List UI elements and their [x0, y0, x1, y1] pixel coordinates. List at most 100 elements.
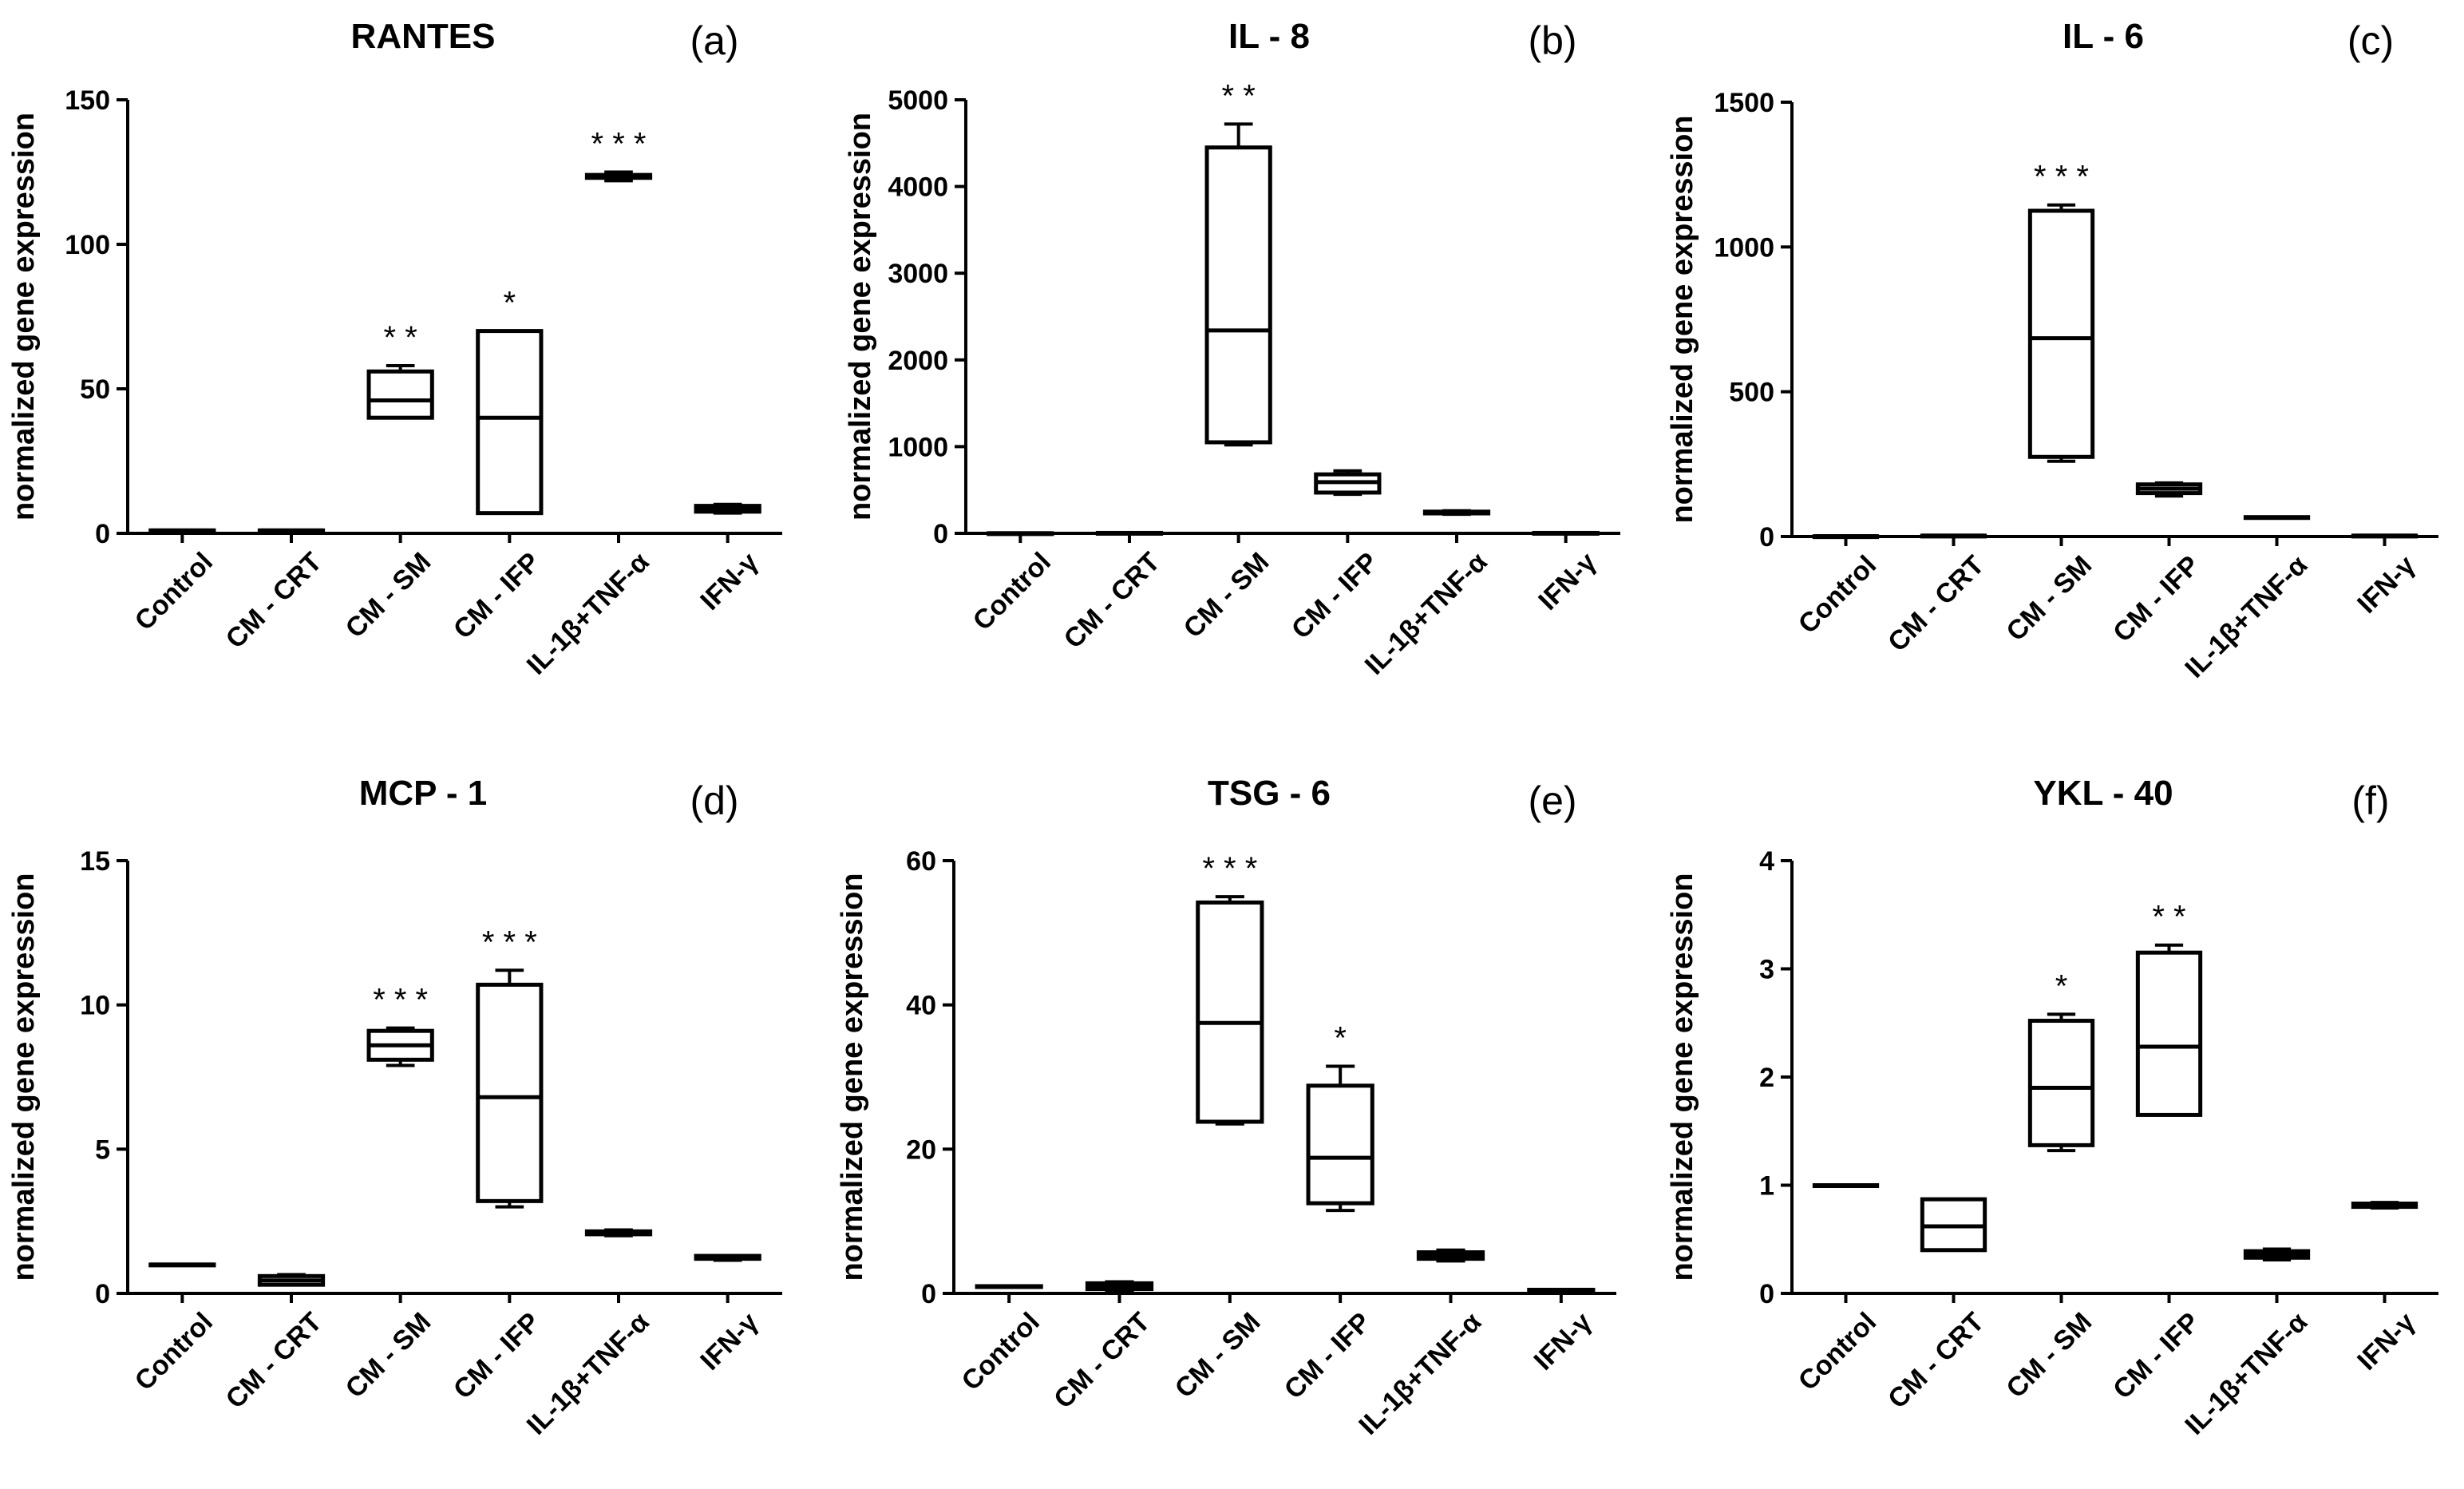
box-3 — [366, 1026, 434, 1067]
significance-marker: * * — [1222, 78, 1256, 113]
x-tick-label: Control — [129, 547, 219, 636]
box-iqr — [2135, 950, 2203, 1117]
y-tick-label: 2 — [1759, 1063, 1774, 1093]
x-tick-label: CM - SM — [1178, 547, 1276, 644]
box-5 — [1416, 1248, 1485, 1263]
x-tick-label: Control — [129, 1307, 219, 1396]
y-tick-label: 3 — [1759, 955, 1774, 985]
panel-label: (a) — [690, 18, 738, 63]
significance-marker: * * — [2152, 900, 2185, 935]
significance-marker: * * * — [482, 925, 537, 960]
x-tick-label: CM - CRT — [220, 547, 328, 655]
chart-title: IL - 8 — [1228, 17, 1310, 56]
box-iqr — [2027, 208, 2095, 459]
y-tick-label: 0 — [933, 519, 948, 549]
box-2 — [257, 1273, 326, 1287]
x-tick-label: CM - SM — [2000, 550, 2098, 647]
y-tick-label: 5000 — [888, 85, 948, 116]
box-6 — [2351, 1201, 2419, 1210]
y-tick-label: 150 — [65, 85, 110, 116]
significance-marker: * — [2055, 968, 2068, 1004]
y-tick-label: 2000 — [888, 346, 948, 376]
chart-panel-3: IL - 6 (c) normalized gene expression 0 500 1… — [1666, 17, 2438, 684]
x-tick-label: CM - SM — [340, 547, 437, 644]
y-tick-label: 1 — [1759, 1171, 1774, 1202]
box-4 — [2135, 943, 2203, 1117]
box-iqr — [476, 982, 544, 1203]
x-tick-label: CM - IFP — [1279, 1307, 1377, 1405]
box-5 — [1422, 509, 1491, 517]
x-tick-label: IFN-γ — [694, 547, 764, 616]
y-tick-label: 15 — [80, 846, 110, 877]
y-tick-label: 0 — [95, 519, 110, 549]
x-tick-label: Control — [955, 1307, 1045, 1396]
y-tick-label: 0 — [921, 1279, 936, 1309]
x-tick-label: Control — [967, 547, 1057, 636]
chart-panel-1: RANTES (a) normalized gene expression 0 50 10… — [7, 17, 782, 681]
y-tick-label: 1000 — [888, 432, 948, 462]
x-tick-label: IFN-γ — [694, 1307, 764, 1376]
significance-marker: * — [1334, 1020, 1347, 1055]
x-tick-label: Control — [1793, 1307, 1882, 1396]
y-tick-label: 20 — [906, 1135, 936, 1165]
y-tick-label: 3000 — [888, 259, 948, 289]
x-tick-label: CM - SM — [2000, 1307, 2098, 1404]
box-6 — [2351, 533, 2419, 539]
x-tick-label: Control — [1793, 550, 1882, 640]
x-tick-label: CM - IFP — [1286, 547, 1384, 645]
box-2 — [1085, 1280, 1154, 1293]
y-tick-label: 5 — [95, 1135, 110, 1165]
y-tick-label: 1500 — [1714, 88, 1774, 118]
box-iqr — [1196, 900, 1264, 1124]
y-tick-label: 0 — [1759, 522, 1774, 552]
significance-marker: * * * — [373, 983, 428, 1018]
box-3 — [1204, 122, 1272, 447]
box-5 — [584, 1228, 653, 1238]
significance-marker: * * * — [2034, 160, 2089, 195]
box-6 — [1527, 1287, 1596, 1293]
chart-title: IL - 6 — [2063, 17, 2144, 56]
chart-panel-4: MCP - 1 (d) normalized gene expression 0 5 10… — [7, 774, 782, 1441]
panel-label: (c) — [2347, 18, 2394, 63]
box-4 — [476, 968, 544, 1209]
box-iqr — [1306, 1083, 1374, 1206]
significance-marker: * * * — [591, 127, 647, 162]
box-iqr — [1204, 145, 1272, 445]
y-tick-label: 1000 — [1714, 232, 1774, 263]
significance-marker: * * — [384, 320, 417, 355]
y-tick-label: 50 — [80, 374, 110, 405]
x-tick-label: CM - IFP — [2107, 550, 2205, 648]
box-6 — [694, 1253, 761, 1262]
chart-panel-5: TSG - 6 (e) normalized gene expression 0 20 4… — [836, 774, 1616, 1441]
x-tick-label: IFN-γ — [2351, 550, 2421, 620]
box-4 — [1314, 469, 1382, 497]
box-iqr — [2027, 1019, 2095, 1147]
x-tick-label: CM - CRT — [220, 1307, 328, 1415]
x-tick-label: CM - IFP — [448, 547, 546, 645]
y-tick-label: 4 — [1759, 846, 1774, 877]
significance-marker: * — [504, 286, 516, 321]
y-axis-label: normalized gene expression — [844, 113, 877, 521]
y-tick-label: 40 — [906, 991, 936, 1021]
box-2 — [257, 528, 326, 533]
x-tick-label: CM - IFP — [2107, 1307, 2205, 1405]
box-5 — [2243, 1247, 2311, 1261]
y-tick-label: 0 — [95, 1279, 110, 1309]
box-iqr — [366, 369, 434, 420]
box-3 — [2027, 1012, 2095, 1153]
x-tick-label: CM - SM — [340, 1307, 437, 1404]
x-tick-label: CM - CRT — [1058, 547, 1166, 655]
panel-label: (d) — [690, 778, 738, 823]
box-3 — [2027, 203, 2095, 463]
chart-title: YKL - 40 — [2033, 774, 2173, 813]
box-5 — [2243, 515, 2311, 521]
chart-title: RANTES — [351, 17, 496, 56]
x-tick-label: CM - IFP — [448, 1307, 546, 1405]
box-4 — [1306, 1064, 1374, 1213]
box-4 — [476, 329, 544, 516]
box-3 — [1196, 895, 1264, 1126]
box-2 — [1920, 533, 1987, 539]
y-axis-label: normalized gene expression — [1666, 873, 1699, 1281]
